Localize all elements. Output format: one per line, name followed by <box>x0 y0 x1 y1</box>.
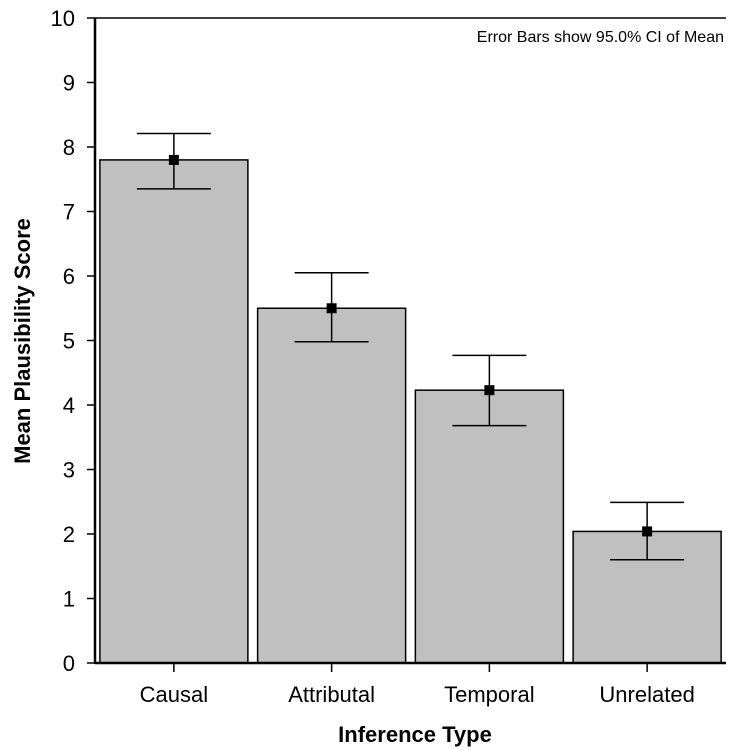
mean-marker-temporal <box>484 385 495 396</box>
y-tick-label: 7 <box>63 200 75 225</box>
y-tick-label: 10 <box>51 6 75 31</box>
x-axis-title: Inference Type <box>338 722 492 747</box>
y-tick-label: 6 <box>63 264 75 289</box>
x-tick-label-unrelated: Unrelated <box>599 682 694 707</box>
y-axis-title: Mean Plausibility Score <box>10 218 35 464</box>
y-tick-label: 2 <box>63 522 75 547</box>
x-tick-label-causal: Causal <box>140 682 208 707</box>
mean-marker-causal <box>168 154 179 165</box>
y-tick-label: 1 <box>63 587 75 612</box>
x-ticks-layer: Causal Attributal Temporal Unrelated <box>140 663 695 707</box>
y-tick-label: 9 <box>63 71 75 96</box>
y-ticks-layer: 0 1 2 3 4 5 6 7 8 9 10 <box>51 6 95 676</box>
y-tick-label: 3 <box>63 458 75 483</box>
bars-layer <box>99 159 722 664</box>
bar-causal <box>99 159 249 664</box>
mean-marker-attributal <box>326 303 337 314</box>
mean-marker-unrelated <box>642 526 653 537</box>
y-tick-label: 8 <box>63 135 75 160</box>
y-tick-label: 4 <box>63 393 75 418</box>
error-bars-layer <box>136 132 685 561</box>
error-bar-note: Error Bars show 95.0% CI of Mean <box>477 29 724 46</box>
bar-temporal <box>414 389 565 664</box>
y-tick-label: 5 <box>63 329 75 354</box>
x-tick-label-attributal: Attributal <box>288 682 375 707</box>
x-tick-label-temporal: Temporal <box>444 682 534 707</box>
y-tick-label: 0 <box>63 651 75 676</box>
bar-attributal <box>256 307 407 664</box>
